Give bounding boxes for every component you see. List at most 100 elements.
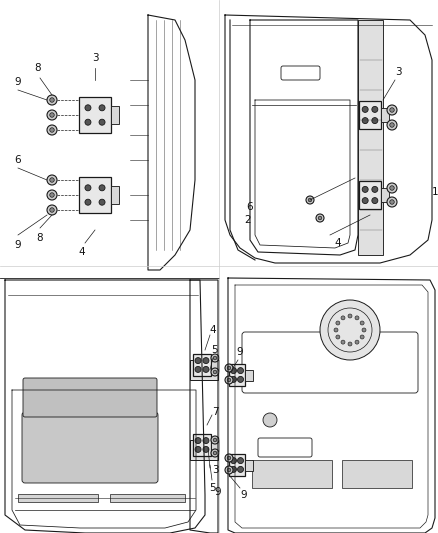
Circle shape [85, 119, 91, 125]
Circle shape [360, 321, 364, 325]
Circle shape [85, 105, 91, 111]
Circle shape [213, 370, 217, 374]
Circle shape [47, 110, 57, 120]
Circle shape [227, 366, 231, 370]
Bar [229, 454, 245, 476]
Text: 9: 9 [241, 490, 247, 500]
FancyBboxPatch shape [23, 378, 157, 417]
Text: 5: 5 [210, 483, 216, 493]
Circle shape [237, 458, 244, 464]
Text: 8: 8 [35, 63, 41, 73]
Circle shape [237, 368, 244, 374]
Circle shape [362, 198, 368, 204]
Circle shape [50, 193, 54, 197]
Bar [18, 494, 98, 502]
Bar [359, 101, 381, 129]
Circle shape [334, 328, 338, 332]
Circle shape [50, 98, 54, 102]
Circle shape [47, 175, 57, 185]
Bar [193, 354, 211, 376]
Circle shape [348, 314, 352, 318]
Circle shape [47, 190, 57, 200]
Circle shape [355, 316, 359, 320]
Circle shape [211, 354, 219, 362]
Text: 7: 7 [212, 407, 218, 417]
Text: 9: 9 [215, 487, 221, 497]
Circle shape [195, 438, 201, 443]
Circle shape [316, 214, 324, 222]
Circle shape [99, 185, 105, 191]
Bar [381, 188, 389, 202]
Bar [79, 97, 111, 133]
Circle shape [99, 199, 105, 205]
Bar [111, 106, 119, 124]
Circle shape [225, 454, 233, 462]
Circle shape [195, 358, 201, 364]
Circle shape [390, 108, 394, 112]
Circle shape [50, 113, 54, 117]
Circle shape [203, 447, 209, 453]
Text: 9: 9 [15, 77, 21, 87]
Circle shape [50, 208, 54, 212]
Text: 9: 9 [15, 240, 21, 250]
Circle shape [362, 118, 368, 124]
Circle shape [387, 120, 397, 130]
Circle shape [47, 95, 57, 105]
Text: 8: 8 [37, 233, 43, 243]
Circle shape [336, 335, 340, 339]
Circle shape [390, 200, 394, 204]
Circle shape [237, 466, 244, 472]
Circle shape [230, 458, 237, 464]
Circle shape [360, 335, 364, 339]
Text: 6: 6 [247, 202, 253, 212]
Text: 3: 3 [395, 67, 401, 77]
Text: 4: 4 [335, 238, 341, 248]
Circle shape [230, 376, 237, 382]
Text: 3: 3 [212, 465, 218, 475]
FancyBboxPatch shape [22, 412, 158, 483]
Circle shape [99, 105, 105, 111]
Bar [359, 181, 381, 209]
Bar [211, 440, 219, 450]
Circle shape [195, 447, 201, 453]
Circle shape [372, 187, 378, 192]
Circle shape [85, 185, 91, 191]
Circle shape [237, 376, 244, 382]
Bar [211, 359, 219, 370]
Circle shape [47, 125, 57, 135]
Circle shape [390, 185, 394, 190]
Circle shape [320, 300, 380, 360]
Circle shape [341, 316, 345, 320]
Text: 4: 4 [210, 325, 216, 335]
Circle shape [225, 364, 233, 372]
Circle shape [306, 196, 314, 204]
Circle shape [341, 340, 345, 344]
Text: 9: 9 [237, 347, 244, 357]
Circle shape [225, 376, 233, 384]
Bar [245, 369, 253, 381]
Circle shape [203, 366, 209, 373]
Bar [190, 360, 218, 380]
Circle shape [50, 177, 54, 182]
Circle shape [47, 205, 57, 215]
Bar [381, 108, 389, 122]
Circle shape [211, 436, 219, 444]
Text: 5: 5 [212, 345, 218, 355]
Bar [193, 434, 211, 456]
Text: 4: 4 [79, 247, 85, 257]
Circle shape [230, 466, 237, 472]
Circle shape [362, 107, 368, 112]
Circle shape [355, 340, 359, 344]
Circle shape [387, 105, 397, 115]
Circle shape [195, 366, 201, 373]
Text: 3: 3 [92, 53, 98, 63]
Bar [79, 177, 111, 213]
Circle shape [362, 187, 368, 192]
Bar [190, 440, 218, 460]
Circle shape [372, 107, 378, 112]
Circle shape [362, 328, 366, 332]
Circle shape [387, 183, 397, 193]
Circle shape [308, 198, 312, 202]
Circle shape [213, 438, 217, 442]
Circle shape [99, 119, 105, 125]
